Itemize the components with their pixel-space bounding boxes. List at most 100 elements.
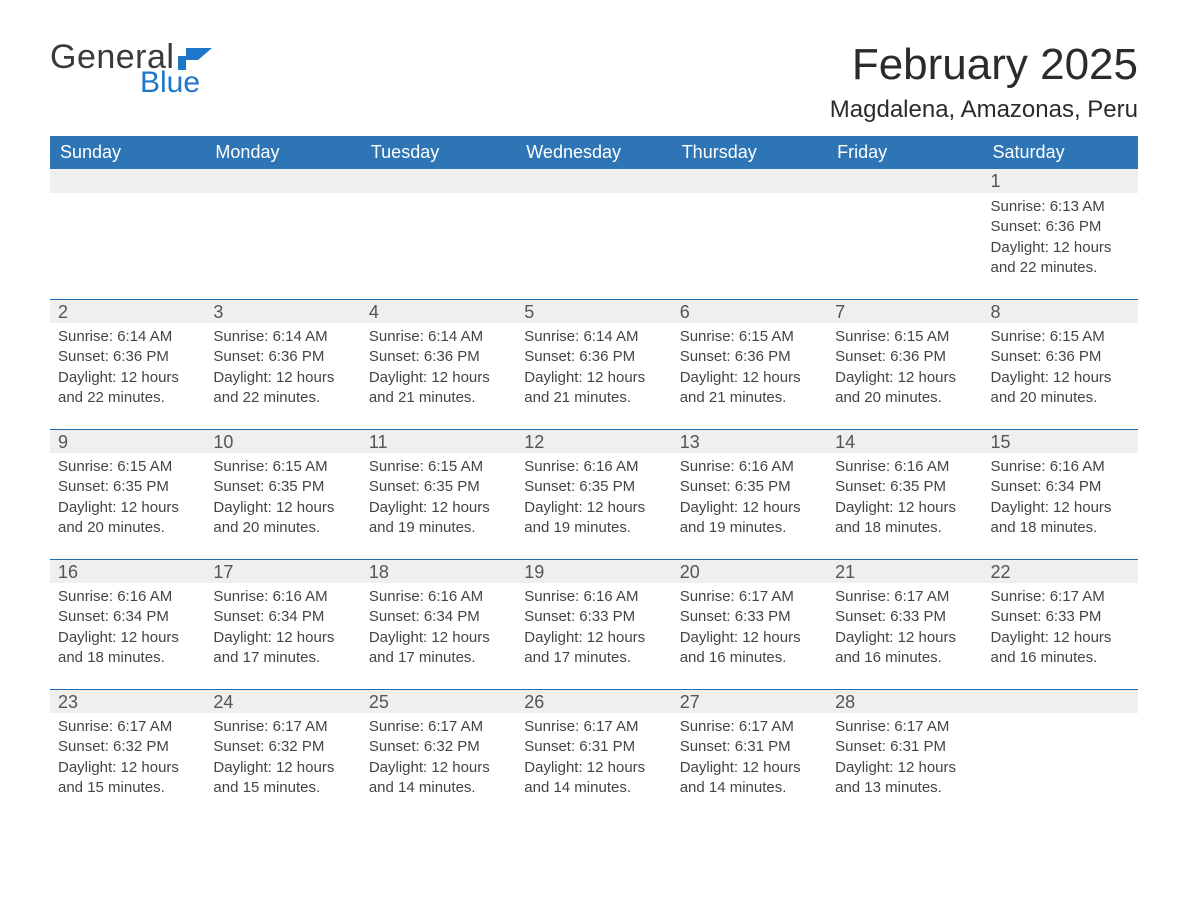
header-block: General Blue February 2025 Magdalena, Am… [50, 40, 1138, 124]
day-number: 8 [983, 299, 1138, 323]
sunrise-line: Sunrise: 6:14 AM [213, 327, 352, 347]
sunset-line: Sunset: 6:36 PM [991, 217, 1130, 237]
day-number [983, 689, 1138, 713]
sunrise-line: Sunrise: 6:16 AM [835, 457, 974, 477]
sunrise-line: Sunrise: 6:15 AM [835, 327, 974, 347]
daylight-line-2: and 14 minutes. [369, 778, 508, 798]
page-title: February 2025 [830, 40, 1138, 90]
sunrise-line: Sunrise: 6:16 AM [369, 587, 508, 607]
calendar-cell: 23Sunrise: 6:17 AMSunset: 6:32 PMDayligh… [50, 689, 205, 819]
day-number [361, 169, 516, 193]
calendar-cell: 28Sunrise: 6:17 AMSunset: 6:31 PMDayligh… [827, 689, 982, 819]
sunrise-line: Sunrise: 6:14 AM [369, 327, 508, 347]
daylight-line-2: and 21 minutes. [524, 388, 663, 408]
daylight-line-1: Daylight: 12 hours [991, 368, 1130, 388]
day-details: Sunrise: 6:14 AMSunset: 6:36 PMDaylight:… [361, 323, 516, 416]
sunrise-line: Sunrise: 6:17 AM [835, 587, 974, 607]
daylight-line-1: Daylight: 12 hours [58, 628, 197, 648]
sunset-line: Sunset: 6:36 PM [991, 347, 1130, 367]
day-number: 23 [50, 689, 205, 713]
daylight-line-1: Daylight: 12 hours [524, 368, 663, 388]
calendar-cell [983, 689, 1138, 819]
sunrise-line: Sunrise: 6:17 AM [213, 717, 352, 737]
sunset-line: Sunset: 6:33 PM [680, 607, 819, 627]
calendar-cell [516, 169, 671, 299]
sunrise-line: Sunrise: 6:13 AM [991, 197, 1130, 217]
daylight-line-1: Daylight: 12 hours [58, 498, 197, 518]
day-details: Sunrise: 6:15 AMSunset: 6:35 PMDaylight:… [361, 453, 516, 546]
sunrise-line: Sunrise: 6:16 AM [213, 587, 352, 607]
day-details: Sunrise: 6:17 AMSunset: 6:32 PMDaylight:… [361, 713, 516, 806]
daylight-line-1: Daylight: 12 hours [835, 628, 974, 648]
day-number: 21 [827, 559, 982, 583]
day-details: Sunrise: 6:16 AMSunset: 6:34 PMDaylight:… [983, 453, 1138, 546]
daylight-line-1: Daylight: 12 hours [369, 368, 508, 388]
daylight-line-1: Daylight: 12 hours [680, 498, 819, 518]
daylight-line-1: Daylight: 12 hours [369, 758, 508, 778]
daylight-line-2: and 19 minutes. [524, 518, 663, 538]
day-details: Sunrise: 6:16 AMSunset: 6:35 PMDaylight:… [672, 453, 827, 546]
sunset-line: Sunset: 6:33 PM [835, 607, 974, 627]
sunrise-line: Sunrise: 6:17 AM [369, 717, 508, 737]
calendar-week: 2Sunrise: 6:14 AMSunset: 6:36 PMDaylight… [50, 299, 1138, 429]
sunset-line: Sunset: 6:32 PM [213, 737, 352, 757]
day-number: 10 [205, 429, 360, 453]
day-details: Sunrise: 6:17 AMSunset: 6:32 PMDaylight:… [50, 713, 205, 806]
sunrise-line: Sunrise: 6:14 AM [58, 327, 197, 347]
day-number: 22 [983, 559, 1138, 583]
weekday-header: Sunday [50, 136, 205, 169]
sunset-line: Sunset: 6:35 PM [58, 477, 197, 497]
daylight-line-2: and 15 minutes. [58, 778, 197, 798]
daylight-line-2: and 21 minutes. [680, 388, 819, 408]
day-details: Sunrise: 6:17 AMSunset: 6:33 PMDaylight:… [827, 583, 982, 676]
daylight-line-1: Daylight: 12 hours [524, 758, 663, 778]
sunrise-line: Sunrise: 6:16 AM [991, 457, 1130, 477]
day-number [516, 169, 671, 193]
daylight-line-1: Daylight: 12 hours [524, 628, 663, 648]
daylight-line-1: Daylight: 12 hours [213, 628, 352, 648]
daylight-line-1: Daylight: 12 hours [835, 368, 974, 388]
weekday-header: Saturday [983, 136, 1138, 169]
calendar-cell [50, 169, 205, 299]
sunset-line: Sunset: 6:35 PM [524, 477, 663, 497]
day-number: 13 [672, 429, 827, 453]
daylight-line-1: Daylight: 12 hours [680, 368, 819, 388]
sunset-line: Sunset: 6:32 PM [369, 737, 508, 757]
calendar-cell: 16Sunrise: 6:16 AMSunset: 6:34 PMDayligh… [50, 559, 205, 689]
sunrise-line: Sunrise: 6:17 AM [524, 717, 663, 737]
sunset-line: Sunset: 6:35 PM [680, 477, 819, 497]
daylight-line-1: Daylight: 12 hours [835, 758, 974, 778]
sunset-line: Sunset: 6:32 PM [58, 737, 197, 757]
calendar-cell: 27Sunrise: 6:17 AMSunset: 6:31 PMDayligh… [672, 689, 827, 819]
day-number: 15 [983, 429, 1138, 453]
daylight-line-2: and 17 minutes. [213, 648, 352, 668]
sunset-line: Sunset: 6:33 PM [991, 607, 1130, 627]
day-number: 28 [827, 689, 982, 713]
sunset-line: Sunset: 6:35 PM [835, 477, 974, 497]
day-details: Sunrise: 6:15 AMSunset: 6:36 PMDaylight:… [983, 323, 1138, 416]
daylight-line-1: Daylight: 12 hours [991, 628, 1130, 648]
daylight-line-1: Daylight: 12 hours [58, 758, 197, 778]
calendar-cell: 12Sunrise: 6:16 AMSunset: 6:35 PMDayligh… [516, 429, 671, 559]
day-number: 1 [983, 169, 1138, 193]
sunset-line: Sunset: 6:33 PM [524, 607, 663, 627]
day-number: 26 [516, 689, 671, 713]
calendar-cell: 4Sunrise: 6:14 AMSunset: 6:36 PMDaylight… [361, 299, 516, 429]
sunrise-line: Sunrise: 6:16 AM [680, 457, 819, 477]
day-details: Sunrise: 6:16 AMSunset: 6:34 PMDaylight:… [50, 583, 205, 676]
daylight-line-1: Daylight: 12 hours [213, 758, 352, 778]
daylight-line-2: and 21 minutes. [369, 388, 508, 408]
sunset-line: Sunset: 6:35 PM [213, 477, 352, 497]
day-details: Sunrise: 6:16 AMSunset: 6:35 PMDaylight:… [827, 453, 982, 546]
daylight-line-1: Daylight: 12 hours [213, 368, 352, 388]
sunset-line: Sunset: 6:36 PM [524, 347, 663, 367]
sunset-line: Sunset: 6:34 PM [991, 477, 1130, 497]
day-number: 20 [672, 559, 827, 583]
sunrise-line: Sunrise: 6:17 AM [835, 717, 974, 737]
calendar-cell [827, 169, 982, 299]
sunset-line: Sunset: 6:36 PM [369, 347, 508, 367]
daylight-line-2: and 19 minutes. [369, 518, 508, 538]
day-details: Sunrise: 6:15 AMSunset: 6:36 PMDaylight:… [672, 323, 827, 416]
daylight-line-2: and 19 minutes. [680, 518, 819, 538]
day-details: Sunrise: 6:16 AMSunset: 6:35 PMDaylight:… [516, 453, 671, 546]
